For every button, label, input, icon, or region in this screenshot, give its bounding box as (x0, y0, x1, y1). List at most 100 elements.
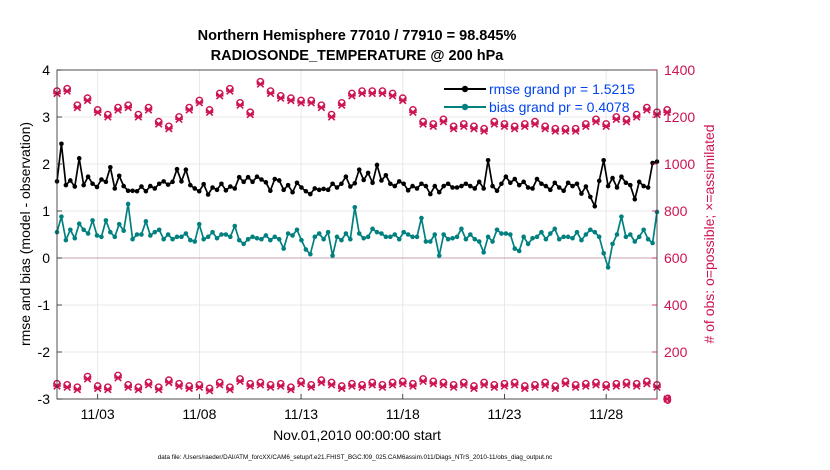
legend-rmse-label: rmse grand pr = 1.5215 (489, 81, 635, 97)
rmse-point (339, 181, 344, 187)
rmse-point (352, 180, 358, 186)
rmse-point (303, 188, 309, 194)
rmse-point (90, 181, 95, 187)
rmse-point (583, 184, 589, 189)
bias-point (259, 236, 264, 242)
rmse-point (272, 176, 278, 182)
rmse-point (156, 181, 162, 187)
obs-assimilated-marker (612, 115, 621, 124)
bias-point (388, 234, 393, 240)
rmse-point (76, 156, 82, 161)
obs-assimilated-marker (144, 381, 153, 389)
obs-assimilated-marker (592, 117, 600, 126)
rmse-point (219, 181, 224, 187)
rmse-point (499, 181, 504, 187)
rmse-point (419, 181, 424, 187)
rmse-point (299, 185, 304, 190)
bias-point (108, 229, 113, 235)
bias-point (561, 234, 566, 240)
bias-point (174, 234, 180, 240)
obs-assimilated-marker (663, 108, 671, 117)
y-right-tick-label: 1200 (664, 109, 695, 125)
rmse-point (276, 178, 282, 183)
obs-assimilated-marker (602, 383, 610, 392)
obs-assimilated-marker (439, 117, 448, 126)
bias-point (556, 236, 562, 242)
obs-assimilated-marker (337, 101, 346, 110)
bias-point (508, 232, 513, 237)
obs-assimilated-marker (561, 127, 570, 135)
obs-assimilated-marker (185, 384, 194, 393)
bias-point (379, 231, 384, 236)
x-axis-label: Nov.01,2010 00:00:00 start (273, 427, 441, 443)
legend-bias-label: bias grand pr = 0.4078 (489, 99, 630, 115)
bias-point (396, 236, 402, 242)
bias-point (161, 236, 166, 242)
rmse-point (228, 184, 233, 189)
bias-point (450, 235, 455, 241)
bias-point (68, 227, 73, 233)
obs-assimilated-marker (114, 106, 122, 114)
rmse-point (316, 187, 322, 193)
bias-point (628, 232, 633, 237)
bias-point (370, 226, 375, 232)
rmse-point (383, 172, 389, 178)
rmse-point (81, 182, 86, 188)
rmse-point (285, 182, 291, 188)
obs-assimilated-marker (266, 383, 275, 392)
obs-assimilated-marker (185, 106, 194, 114)
rmse-point (99, 177, 104, 182)
obs-assimilated-marker (165, 124, 173, 133)
obs-assimilated-marker (470, 384, 478, 393)
bias-point (192, 239, 198, 244)
bias-point (76, 221, 82, 226)
obs-assimilated-marker (582, 122, 590, 131)
y-left-tick-label: 2 (42, 156, 50, 172)
rmse-point (632, 196, 638, 202)
rmse-point (463, 181, 469, 187)
rmse-point (125, 188, 131, 194)
obs-assimilated-marker (175, 115, 183, 124)
bias-point (539, 229, 544, 235)
obs-assimilated-marker (236, 377, 244, 386)
bias-point (494, 227, 500, 233)
bias-point (650, 240, 655, 246)
obs-assimilated-marker (317, 103, 326, 112)
obs-assimilated-marker (337, 384, 346, 393)
bias-point (210, 229, 215, 235)
rmse-point (325, 187, 331, 193)
bias-point (401, 229, 406, 235)
y-left-tick-label: 1 (42, 203, 50, 219)
obs-assimilated-marker (246, 382, 255, 390)
bias-point (263, 233, 269, 238)
bias-point (121, 228, 126, 234)
bias-point (205, 234, 211, 240)
y-right-tick-label: 200 (664, 344, 688, 360)
bias-point (81, 227, 86, 233)
obs-assimilated-marker (175, 382, 183, 390)
rmse-point (388, 181, 393, 187)
obs-assimilated-marker (93, 108, 102, 117)
bias-point (254, 235, 260, 241)
bias-point (85, 231, 91, 236)
plot-area (57, 70, 657, 399)
rmse-point (356, 167, 362, 172)
bias-point (139, 232, 144, 237)
rmse-point (121, 183, 126, 189)
bias-point (392, 232, 398, 237)
bias-point (90, 218, 95, 223)
obs-assimilated-marker (83, 96, 92, 105)
obs-assimilated-marker (531, 383, 539, 392)
obs-assimilated-marker (256, 80, 265, 88)
bias-point (330, 253, 335, 258)
rmse-point (570, 183, 575, 189)
rmse-point (530, 186, 535, 191)
obs-assimilated-marker (307, 383, 316, 392)
legend: rmse grand pr = 1.5215 bias grand pr = 0… (444, 81, 635, 115)
rmse-point (619, 174, 624, 179)
bias-point (596, 234, 602, 240)
obs-assimilated-marker (104, 113, 112, 121)
bias-point (423, 239, 429, 244)
rmse-point (379, 178, 384, 183)
rmse-point (192, 186, 198, 191)
